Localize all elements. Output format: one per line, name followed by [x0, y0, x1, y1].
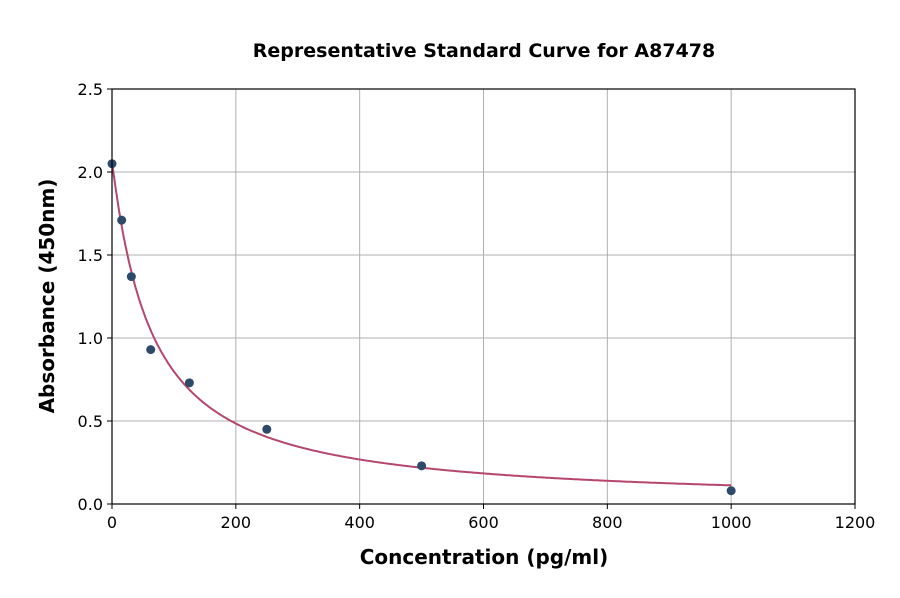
y-tick-label: 2.0 [78, 163, 103, 182]
data-point [417, 461, 427, 471]
chart-title: Representative Standard Curve for A87478 [253, 40, 715, 62]
x-tick-label: 800 [592, 513, 623, 532]
y-tick-label: 1.0 [78, 329, 103, 348]
y-tick-label: 0.5 [78, 412, 103, 431]
data-point [117, 215, 127, 225]
data-point [126, 272, 136, 282]
fit-curve [111, 161, 732, 487]
y-tick-label: 1.5 [78, 246, 103, 265]
data-points [107, 159, 736, 496]
data-point [184, 378, 194, 388]
grid [111, 88, 856, 505]
y-tick-label: 2.5 [78, 80, 103, 99]
y-axis-label: Absorbance (450nm) [35, 179, 59, 414]
x-ticks: 0 200 400 600 800 1000 1200 [107, 504, 875, 532]
x-tick-label: 600 [468, 513, 499, 532]
y-ticks: 0.0 0.5 1.0 1.5 2.0 2.5 [78, 80, 112, 514]
x-tick-label: 1000 [711, 513, 752, 532]
x-axis-label: Concentration (pg/ml) [360, 545, 609, 569]
y-tick-label: 0.0 [78, 495, 103, 514]
x-tick-label: 200 [221, 513, 252, 532]
x-tick-label: 400 [344, 513, 375, 532]
data-point [726, 486, 736, 496]
x-tick-label: 1200 [835, 513, 876, 532]
data-point [146, 345, 156, 355]
x-tick-label: 0 [107, 513, 117, 532]
data-point [262, 424, 272, 434]
